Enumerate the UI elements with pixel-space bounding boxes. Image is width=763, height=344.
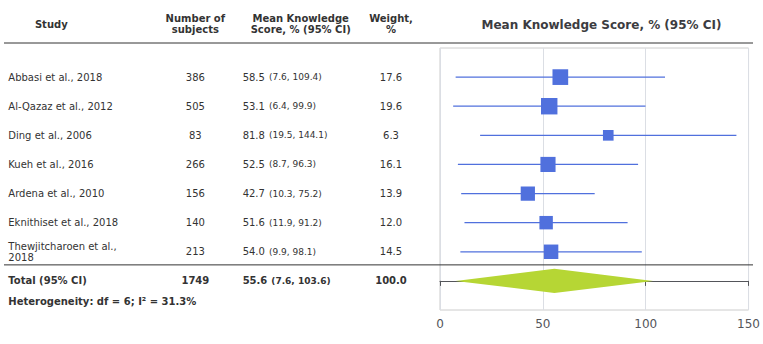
svg-text:55.6: 55.6 [243,275,268,286]
svg-text:0: 0 [436,317,444,331]
svg-text:(7.6, 103.6): (7.6, 103.6) [271,276,330,286]
svg-text:156: 156 [186,188,205,199]
svg-text:Kueh et al., 2016: Kueh et al., 2016 [8,159,93,170]
svg-text:Eknithiset et al., 2018: Eknithiset et al., 2018 [8,217,118,228]
svg-text:140: 140 [186,217,205,228]
svg-text:%: % [386,24,396,35]
svg-text:42.7: 42.7 [243,188,265,199]
svg-text:Number of: Number of [166,13,226,24]
svg-text:1749: 1749 [181,275,209,286]
svg-text:Abbasi et al., 2018: Abbasi et al., 2018 [8,72,102,83]
svg-text:6.3: 6.3 [383,130,399,141]
svg-text:100: 100 [634,317,657,331]
svg-text:Mean Knowledge Score, % (95% C: Mean Knowledge Score, % (95% CI) [482,18,722,32]
svg-text:14.5: 14.5 [380,246,402,257]
svg-text:58.5: 58.5 [243,72,265,83]
svg-text:Thewjitcharoen et al.,: Thewjitcharoen et al., [7,241,116,252]
svg-text:16.1: 16.1 [380,159,402,170]
svg-text:Mean Knowledge: Mean Knowledge [253,13,350,24]
svg-text:13.9: 13.9 [380,188,402,199]
svg-text:Heterogeneity: df = 6; I² = 31: Heterogeneity: df = 6; I² = 31.3% [8,296,196,307]
svg-text:(8.7, 96.3): (8.7, 96.3) [269,159,316,169]
svg-text:Ding et al., 2006: Ding et al., 2006 [8,130,92,141]
svg-text:subjects: subjects [172,24,219,35]
svg-text:100.0: 100.0 [375,275,407,286]
svg-text:Al-Qazaz et al., 2012: Al-Qazaz et al., 2012 [8,101,113,112]
svg-text:Total (95% CI): Total (95% CI) [8,275,86,286]
svg-text:266: 266 [186,159,205,170]
svg-text:(7.6, 109.4): (7.6, 109.4) [269,72,322,82]
svg-text:213: 213 [186,246,205,257]
svg-text:150: 150 [737,317,760,331]
svg-text:12.0: 12.0 [380,217,402,228]
svg-text:50: 50 [535,317,550,331]
svg-text:19.6: 19.6 [380,101,402,112]
svg-text:(19.5, 144.1): (19.5, 144.1) [269,130,328,140]
svg-text:83: 83 [189,130,202,141]
svg-text:505: 505 [186,101,205,112]
svg-text:(9.9, 98.1): (9.9, 98.1) [269,247,316,257]
svg-text:Score, % (95% CI): Score, % (95% CI) [251,24,351,35]
svg-text:Study: Study [35,19,68,30]
svg-text:(11.9, 91.2): (11.9, 91.2) [269,218,322,228]
svg-text:54.0: 54.0 [243,246,265,257]
svg-text:Weight,: Weight, [369,13,413,24]
svg-text:17.6: 17.6 [380,72,402,83]
svg-text:81.8: 81.8 [243,130,265,141]
svg-text:Ardena et al., 2010: Ardena et al., 2010 [8,188,104,199]
svg-text:2018: 2018 [8,252,33,263]
svg-text:51.6: 51.6 [243,217,265,228]
svg-text:386: 386 [186,72,205,83]
svg-text:52.5: 52.5 [243,159,265,170]
svg-text:(10.3, 75.2): (10.3, 75.2) [269,189,322,199]
svg-text:53.1: 53.1 [243,101,265,112]
svg-text:(6.4, 99.9): (6.4, 99.9) [269,101,316,111]
